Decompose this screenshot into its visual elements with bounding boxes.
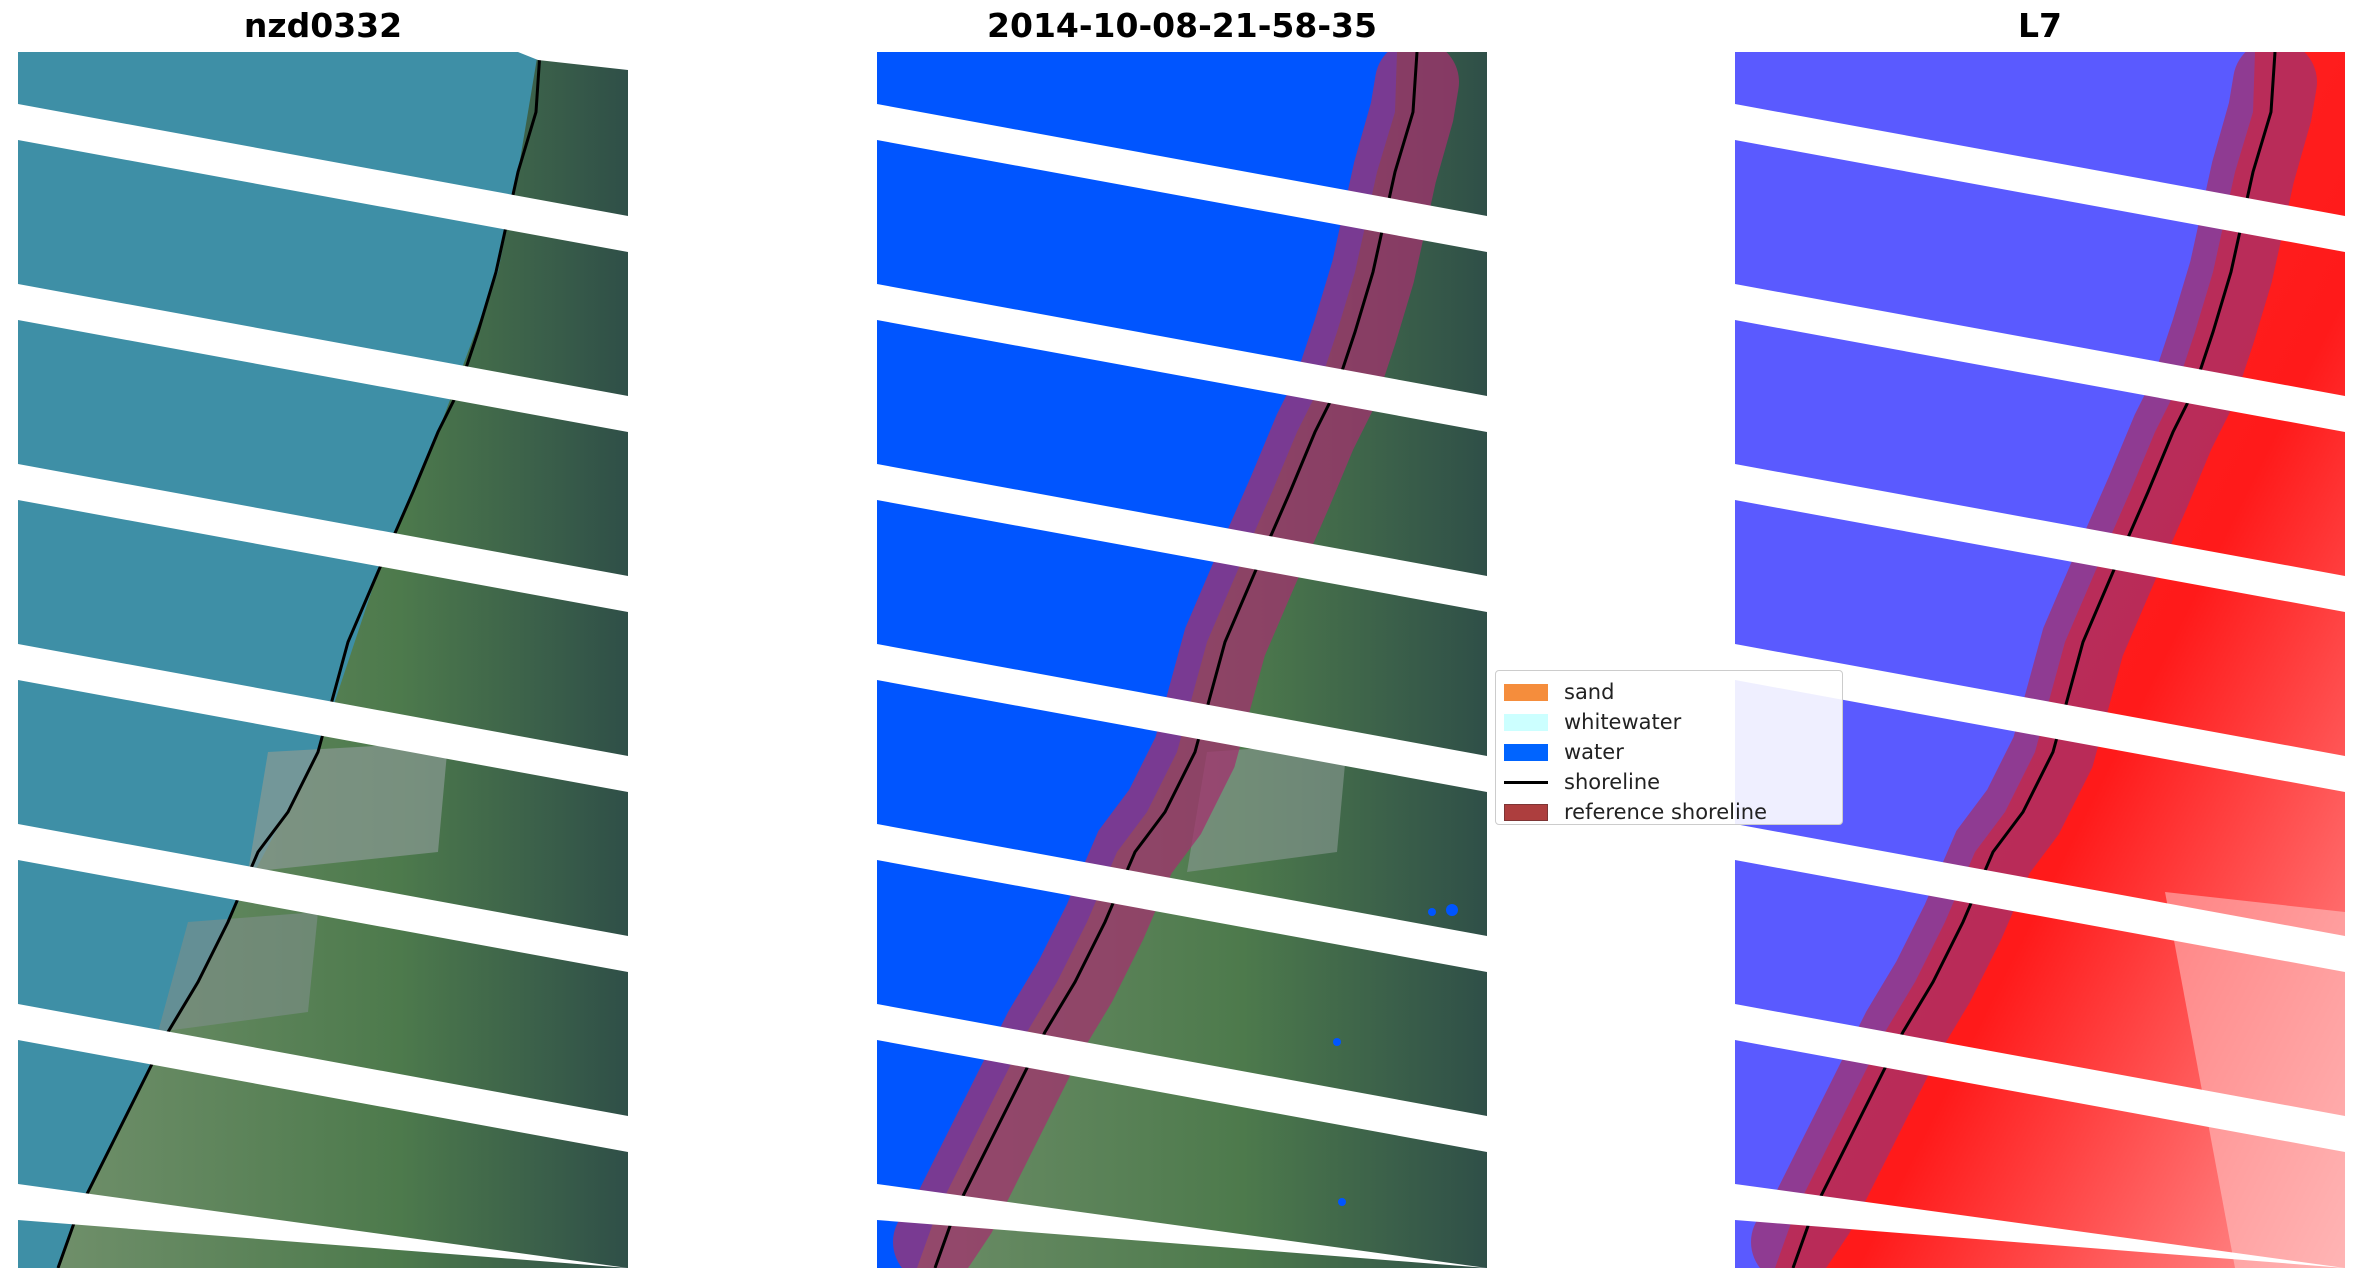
scan-line-gaps	[18, 52, 628, 1268]
panel-title-index: L7	[2018, 6, 2062, 45]
scan-line-gaps	[1735, 104, 2345, 1268]
panel-title-classified: 2014-10-08-21-58-35	[987, 6, 1377, 45]
town-area	[248, 742, 448, 872]
legend: sand whitewater water shoreline referenc…	[1495, 670, 1843, 825]
legend-item-reference-shoreline: reference shoreline	[1496, 797, 1842, 824]
legend-label: shoreline	[1564, 770, 1661, 794]
legend-label: water	[1564, 740, 1624, 764]
land-area	[58, 52, 628, 1268]
town-area-south	[158, 912, 318, 1032]
shoreline-line	[1791, 52, 2277, 1268]
legend-swatch-water	[1504, 744, 1548, 761]
classified-image	[877, 52, 1487, 1268]
shoreline-line	[933, 52, 1419, 1268]
legend-item-whitewater: whitewater	[1496, 707, 1842, 737]
legend-swatch-whitewater	[1504, 714, 1548, 731]
legend-swatch-shoreline	[1504, 781, 1548, 784]
scan-line-gaps	[877, 104, 1487, 1268]
legend-item-sand: sand	[1496, 677, 1842, 707]
legend-label: sand	[1564, 680, 1615, 704]
legend-label: reference shoreline	[1564, 800, 1768, 824]
panel-title-rgb: nzd0332	[243, 6, 403, 45]
light-land-patch	[2165, 892, 2345, 1268]
shoreline-line	[56, 52, 542, 1268]
legend-swatch-reference-shoreline	[1504, 804, 1548, 821]
legend-item-water: water	[1496, 737, 1842, 767]
rgb-satellite-image	[18, 52, 628, 1268]
legend-label: whitewater	[1564, 710, 1682, 734]
index-image	[1735, 52, 2345, 1268]
legend-swatch-sand	[1504, 684, 1548, 701]
small-water-patches	[1333, 904, 1458, 1206]
legend-item-shoreline: shoreline	[1496, 767, 1842, 797]
